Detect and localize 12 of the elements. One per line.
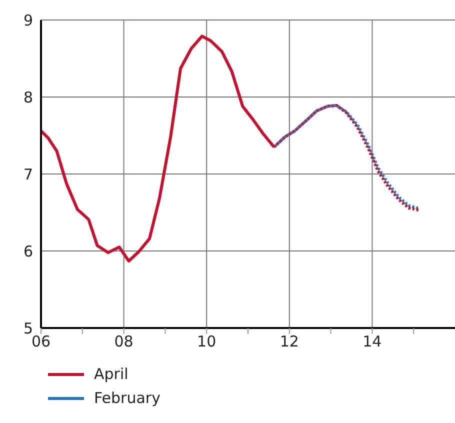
x-tick-label: 14 [362, 332, 382, 351]
y-tick-label: 8 [23, 88, 33, 106]
legend-label: February [94, 389, 160, 407]
x-tick-label: 10 [197, 332, 216, 351]
x-tick-label: 12 [280, 332, 299, 351]
y-tick-label: 7 [23, 165, 33, 184]
x-tick-label: 06 [31, 332, 51, 351]
legend-label: April [94, 365, 128, 383]
y-tick-label: 5 [23, 319, 33, 338]
x-tick-label: 08 [114, 332, 134, 351]
y-tick-label: 9 [23, 11, 33, 30]
y-tick-label: 6 [23, 242, 33, 260]
